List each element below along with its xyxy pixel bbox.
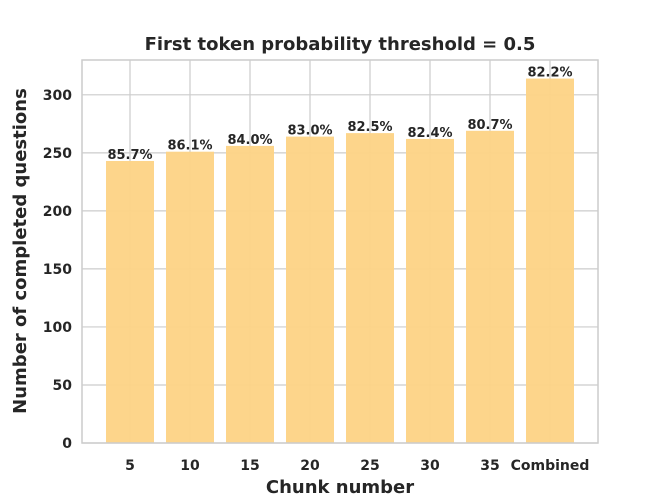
data-label: 80.7% — [467, 118, 512, 133]
bar — [406, 138, 454, 444]
plot-frame — [81, 59, 599, 444]
x-tick-label: 20 — [300, 458, 320, 474]
data-label: 85.7% — [107, 148, 152, 163]
bar — [286, 136, 334, 443]
x-tick-label: 30 — [420, 458, 440, 474]
x-axis-label: Chunk number — [266, 477, 414, 498]
y-tick-labels: 0 50 100 150 200 250 300 — [43, 88, 72, 452]
x-tick-label: 15 — [240, 458, 259, 474]
chart-title: First token probability threshold = 0.5 — [145, 34, 536, 55]
bar — [166, 151, 214, 444]
bar — [106, 160, 154, 444]
data-label: 86.1% — [167, 139, 212, 154]
bar — [466, 130, 514, 443]
bars — [106, 78, 574, 444]
bar — [226, 145, 274, 444]
y-tick-label: 250 — [43, 146, 72, 162]
x-tick-label: 35 — [480, 458, 499, 474]
data-label: 84.0% — [227, 133, 272, 148]
data-label: 82.2% — [527, 66, 572, 81]
bar — [526, 78, 574, 443]
x-tick-label: 5 — [125, 458, 135, 474]
x-tick-label: 25 — [360, 458, 379, 474]
data-labels: 85.7% 86.1% 84.0% 83.0% 82.5% 82.4% 80.7% 82.2% — [107, 66, 572, 163]
y-tick-label: 200 — [43, 204, 72, 220]
x-tick-label: 10 — [180, 458, 200, 474]
bar — [346, 133, 394, 444]
grid-lines — [82, 60, 598, 444]
y-tick-label: 300 — [43, 88, 72, 104]
data-label: 82.4% — [407, 126, 452, 141]
y-tick-label: 100 — [43, 320, 72, 336]
y-axis-label: Number of completed questions — [10, 88, 31, 414]
data-label: 83.0% — [287, 124, 332, 139]
y-tick-label: 50 — [53, 378, 73, 394]
y-tick-label: 0 — [62, 436, 72, 452]
data-label: 82.5% — [347, 120, 392, 135]
x-tick-labels: 5 10 15 20 25 30 35 Combined — [125, 458, 589, 474]
x-tick-label: Combined — [511, 458, 590, 474]
y-tick-label: 150 — [43, 262, 72, 278]
